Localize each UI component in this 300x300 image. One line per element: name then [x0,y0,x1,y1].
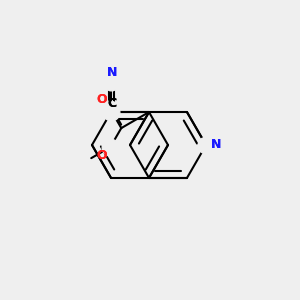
Text: C: C [107,97,117,110]
Text: O: O [97,149,107,162]
Text: N: N [107,66,117,79]
Text: C: C [107,97,117,110]
Text: O: O [97,93,107,106]
Text: N: N [211,139,221,152]
Text: O: O [97,93,107,106]
Text: N: N [107,66,117,79]
Text: O: O [97,149,107,162]
Text: N: N [211,139,221,152]
